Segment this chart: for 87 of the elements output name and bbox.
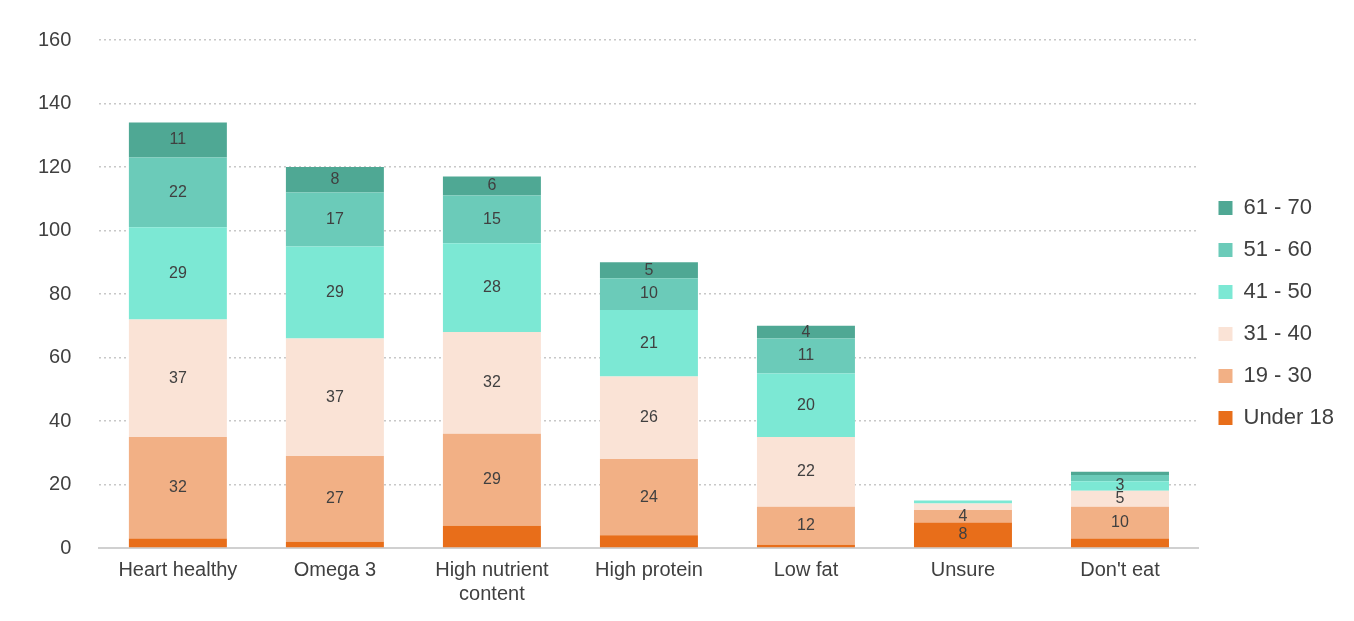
data-label: 5 bbox=[1115, 489, 1125, 507]
bar bbox=[442, 176, 541, 196]
bar bbox=[1071, 471, 1169, 475]
data-label: 22 bbox=[797, 462, 815, 480]
bar bbox=[128, 319, 227, 437]
data-label: 4 bbox=[801, 322, 811, 340]
legend-label: 19 - 30 bbox=[1243, 362, 1312, 388]
data-label: 17 bbox=[326, 209, 344, 227]
bar bbox=[285, 246, 384, 339]
bar bbox=[285, 192, 384, 247]
data-label: 8 bbox=[958, 525, 968, 543]
bar bbox=[599, 376, 698, 460]
bar bbox=[756, 373, 855, 437]
bar bbox=[599, 309, 698, 377]
data-label: 15 bbox=[483, 209, 501, 227]
data-label: 21 bbox=[640, 333, 658, 351]
legend-label: Under 18 bbox=[1243, 404, 1335, 430]
data-label: 20 bbox=[797, 395, 815, 413]
x-tick-label: Omega 3 bbox=[293, 557, 377, 580]
legend-label: 61 - 70 bbox=[1243, 194, 1312, 220]
y-tick-label: 60 bbox=[49, 345, 72, 368]
y-tick-label: 100 bbox=[37, 218, 72, 241]
x-tick-label: Unsure bbox=[930, 557, 996, 580]
y-tick-label: 140 bbox=[37, 91, 72, 114]
data-label: 32 bbox=[168, 478, 187, 496]
bar bbox=[442, 433, 541, 526]
data-label: 5 bbox=[644, 260, 654, 278]
data-label: 29 bbox=[168, 263, 187, 281]
bar bbox=[913, 500, 1012, 504]
bar bbox=[756, 506, 855, 545]
bar bbox=[756, 436, 855, 507]
bar bbox=[128, 122, 227, 158]
x-tick-label: Low fat bbox=[773, 557, 839, 580]
x-tick-label: Don't eat bbox=[1080, 557, 1161, 580]
bar bbox=[128, 538, 227, 548]
y-tick-label: 160 bbox=[37, 27, 72, 50]
x-tick-label: High nutrient content bbox=[435, 557, 550, 604]
data-label: 32 bbox=[483, 373, 501, 391]
y-tick-label: 40 bbox=[49, 408, 72, 431]
x-tick-label: High protein bbox=[595, 557, 703, 580]
bar bbox=[913, 509, 1012, 523]
bar bbox=[128, 157, 227, 228]
legend-label: 41 - 50 bbox=[1243, 278, 1312, 304]
bar bbox=[756, 338, 855, 374]
data-label: 29 bbox=[483, 470, 501, 488]
data-label: 22 bbox=[168, 182, 187, 200]
bar bbox=[599, 459, 698, 536]
bar bbox=[285, 338, 384, 456]
y-tick-label: 20 bbox=[49, 472, 72, 495]
data-label: 37 bbox=[326, 387, 344, 405]
bar bbox=[756, 325, 855, 339]
data-label: 10 bbox=[1111, 513, 1129, 531]
bar bbox=[285, 167, 384, 193]
data-label: 29 bbox=[326, 282, 344, 300]
data-label: 26 bbox=[640, 408, 658, 426]
y-tick-label: 80 bbox=[49, 281, 72, 304]
bar bbox=[442, 525, 541, 548]
data-label: 8 bbox=[330, 170, 340, 188]
data-label: 11 bbox=[169, 130, 187, 148]
bar bbox=[128, 436, 227, 539]
data-label: 11 bbox=[797, 346, 815, 364]
data-label: 37 bbox=[168, 368, 187, 386]
data-label: 28 bbox=[483, 278, 501, 296]
x-tick-label: Heart healthy bbox=[118, 557, 238, 580]
bar bbox=[285, 455, 384, 542]
bar bbox=[599, 262, 698, 279]
bar bbox=[1071, 506, 1169, 539]
data-label: 27 bbox=[326, 489, 344, 507]
y-tick-label: 0 bbox=[60, 535, 72, 558]
bar bbox=[599, 278, 698, 310]
bar bbox=[913, 503, 1012, 510]
data-label: 4 bbox=[958, 506, 968, 524]
data-label: 6 bbox=[487, 176, 497, 194]
bar bbox=[1071, 490, 1169, 507]
y-tick-label: 120 bbox=[37, 154, 72, 177]
data-label: 10 bbox=[640, 284, 658, 302]
bar bbox=[128, 227, 227, 320]
legend-label: 31 - 40 bbox=[1243, 320, 1312, 346]
bar bbox=[1071, 538, 1169, 548]
bar bbox=[442, 243, 541, 333]
data-label: 24 bbox=[640, 487, 658, 505]
data-label: 12 bbox=[797, 516, 815, 534]
bar bbox=[442, 195, 541, 244]
bar bbox=[599, 535, 698, 548]
bar bbox=[913, 522, 1012, 548]
bar bbox=[442, 332, 541, 434]
legend-label: 51 - 60 bbox=[1243, 236, 1312, 262]
